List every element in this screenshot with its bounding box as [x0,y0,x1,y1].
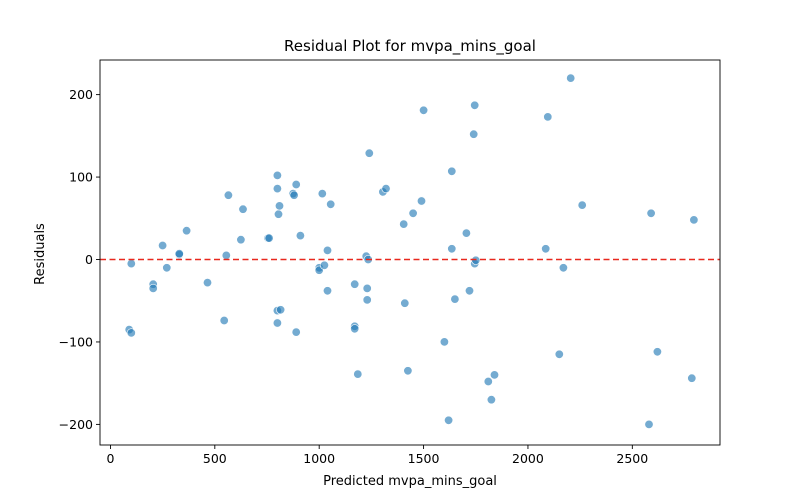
scatter-point [687,373,697,383]
scatter-point [461,228,471,238]
scatter-point [489,370,499,380]
scatter-point [322,286,332,296]
scatter-point [381,184,391,194]
scatter-point [291,180,301,190]
scatter-point [291,327,301,337]
scatter-point [353,369,363,379]
chart-title: Residual Plot for mvpa_mins_goal [284,37,536,56]
scatter-point [543,112,553,122]
x-tick-label: 2500 [616,451,648,466]
scatter-point [577,200,587,210]
scatter-point [272,170,282,180]
y-tick-label: 0 [85,252,93,267]
scatter-point [364,148,374,158]
scatter-point [450,294,460,304]
x-axis-label: Predicted mvpa_mins_goal [323,474,497,489]
scatter-point [148,283,158,293]
scatter-point [400,298,410,308]
scatter-point [350,324,360,334]
scatter-point [272,184,282,194]
scatter-point [221,250,231,260]
scatter-point [223,190,233,200]
x-tick-label: 1500 [408,451,440,466]
scatter-point [403,366,413,376]
scatter-point [126,259,136,269]
scatter-point [326,199,336,209]
scatter-point [652,347,662,357]
scatter-point [399,219,409,229]
scatter-point [646,208,656,218]
scatter-point [219,315,229,325]
scatter-point [464,286,474,296]
x-tick-label: 0 [106,451,114,466]
scatter-point [439,337,449,347]
scatter-point [447,166,457,176]
plot-area: 0 500 1000 1500 2000 2500 −200 −100 0 100 200 [59,59,721,466]
scatter-point [483,376,493,386]
scatter-point [236,235,246,245]
scatter-point [486,395,496,405]
scatter-point [174,249,184,259]
y-tick-label: 200 [69,87,93,102]
scatter-point [444,415,454,425]
scatter-point [272,318,282,328]
scatter-point [295,231,305,241]
y-tick-label: −200 [59,417,93,432]
plot-frame [99,59,721,446]
scatter-point [322,245,332,255]
scatter-point [276,305,286,315]
x-tick-label: 2000 [512,451,544,466]
scatter-point [416,196,426,206]
y-tick-label: −100 [59,334,93,349]
scatter-point [317,189,327,199]
y-axis-label: Residuals [33,223,48,285]
scatter-point [469,129,479,139]
scatter-point [319,260,329,270]
scatter-point [558,263,568,273]
scatter-point [566,73,576,83]
scatter-point [644,419,654,429]
scatter-point [126,328,136,338]
scatter-point [273,209,283,219]
scatter-point [274,201,284,211]
scatter-point [350,279,360,289]
scatter-point [182,226,192,236]
scatter-point [554,349,564,359]
scatter-point [689,215,699,225]
x-tick-label: 500 [203,451,227,466]
scatter-point [408,208,418,218]
scatter-point [362,295,372,305]
scatter-point [362,283,372,293]
scatter-point [470,100,480,110]
scatter-point [264,233,274,243]
scatter-point [447,244,457,254]
scatter-point [238,204,248,214]
y-tick-label: 100 [69,170,93,185]
scatter-point [541,244,551,254]
x-tick-label: 1000 [303,451,335,466]
scatter-point [419,105,429,115]
scatter-point [162,263,172,273]
scatter-point [203,278,213,288]
scatter-point [158,241,168,251]
scatter-point [289,190,299,200]
